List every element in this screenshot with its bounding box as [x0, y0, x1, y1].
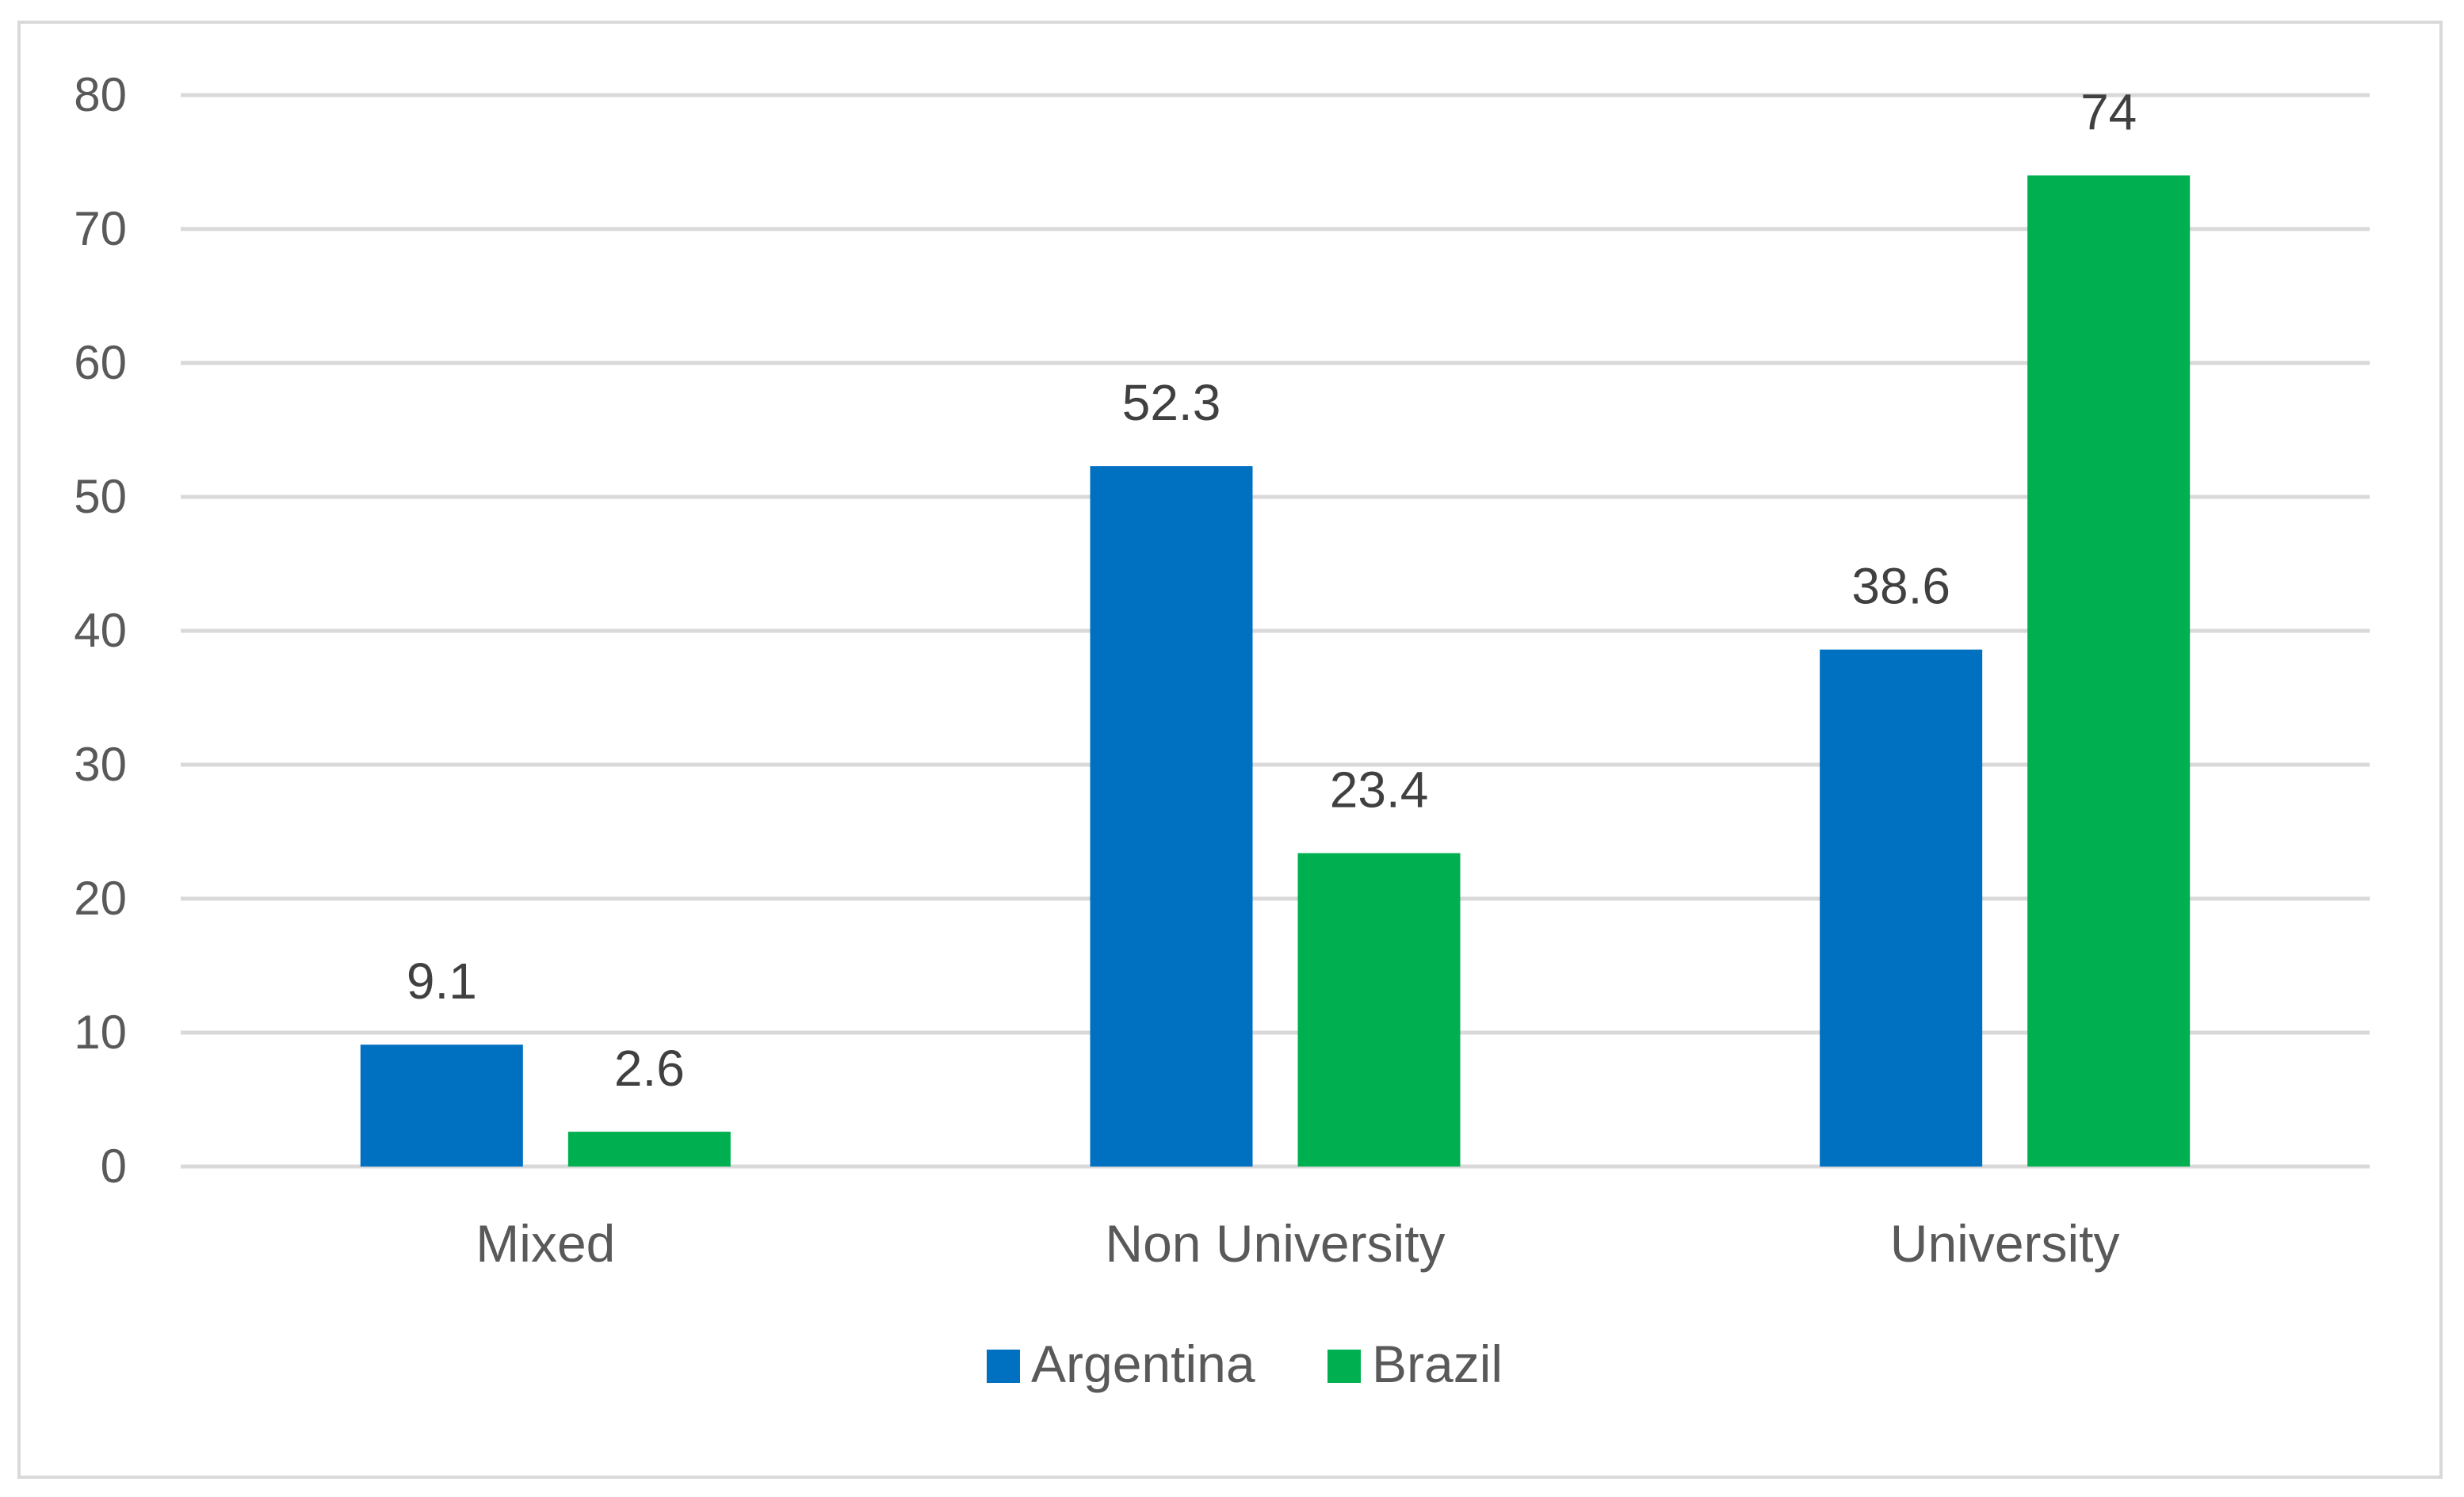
- bar-argentina-university: [1820, 649, 1983, 1167]
- legend-swatch: [987, 1350, 1020, 1383]
- data-label-brazil-non-university: 23.4: [1330, 762, 1429, 819]
- category-label: University: [1890, 1214, 2120, 1273]
- bar-brazil-mixed: [567, 1132, 731, 1167]
- data-label-argentina-non-university: 52.3: [1122, 374, 1221, 431]
- x-axis-categories: Mixed Non University University: [476, 1214, 2119, 1273]
- legend-item-brazil: Brazil: [1328, 1335, 1503, 1393]
- y-tick-label: 40: [74, 604, 127, 657]
- legend-item-argentina: Argentina: [987, 1335, 1255, 1393]
- y-axis-ticks: 0 10 20 30 40 50 60 70 80: [74, 68, 127, 1193]
- bar-argentina-non-university: [1090, 466, 1253, 1167]
- bars: [360, 175, 2191, 1167]
- legend-label: Argentina: [1031, 1335, 1255, 1393]
- data-labels: 9.1 2.6 52.3 23.4 38.6 74: [407, 83, 2137, 1097]
- legend-label: Brazil: [1372, 1335, 1503, 1393]
- legend: Argentina Brazil: [987, 1335, 1503, 1393]
- category-label: Non University: [1105, 1214, 1445, 1273]
- y-tick-label: 80: [74, 68, 127, 121]
- y-tick-label: 60: [74, 336, 127, 389]
- bar-argentina-mixed: [360, 1044, 523, 1167]
- gridlines: [181, 93, 2370, 1169]
- y-tick-label: 70: [74, 202, 127, 255]
- data-label-brazil-mixed: 2.6: [614, 1040, 685, 1097]
- category-label: Mixed: [476, 1214, 615, 1273]
- legend-swatch: [1328, 1350, 1361, 1383]
- data-label-argentina-university: 38.6: [1851, 558, 1950, 615]
- bar-brazil-non-university: [1297, 853, 1461, 1167]
- data-label-argentina-mixed: 9.1: [407, 953, 477, 1010]
- y-tick-label: 30: [74, 738, 127, 791]
- y-tick-label: 10: [74, 1006, 127, 1059]
- y-tick-label: 0: [101, 1140, 127, 1193]
- y-tick-label: 50: [74, 470, 127, 523]
- data-label-brazil-university: 74: [2080, 83, 2137, 140]
- y-tick-label: 20: [74, 872, 127, 925]
- bar-brazil-university: [2027, 175, 2191, 1167]
